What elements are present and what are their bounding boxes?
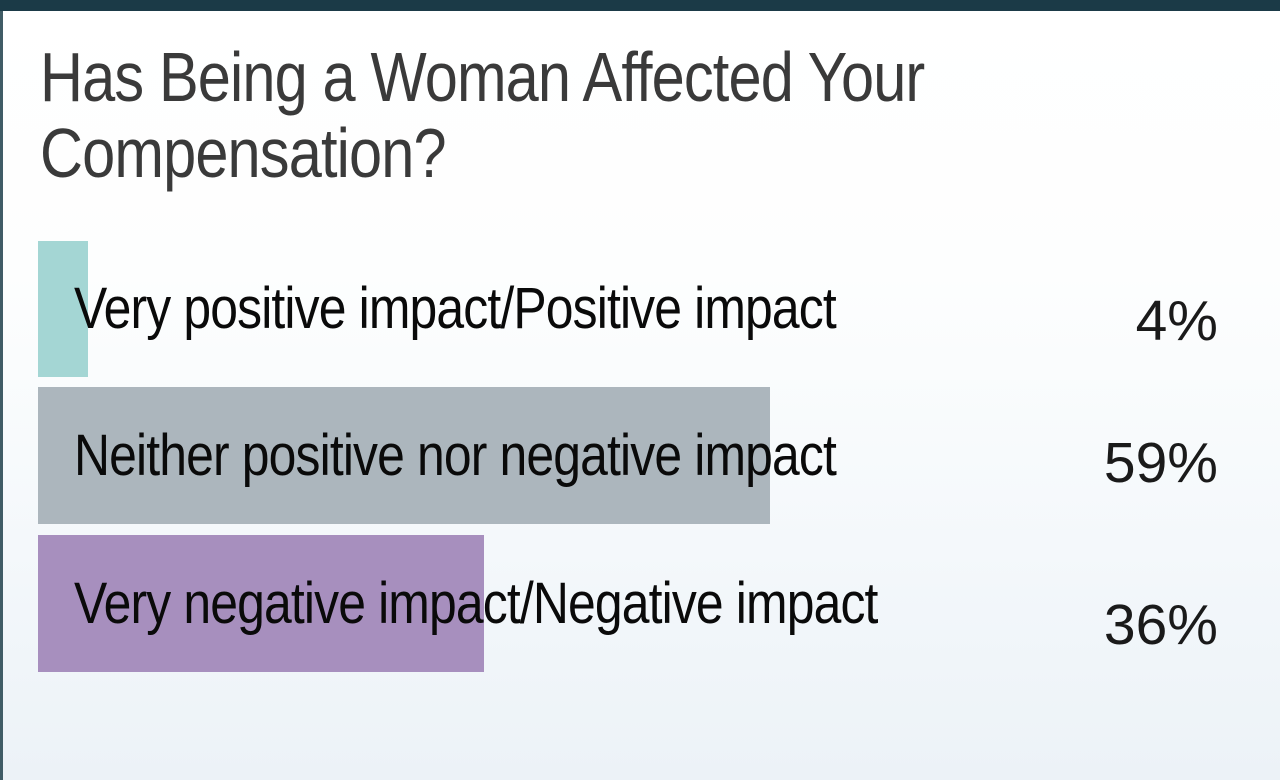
bar-rect-very-negative	[38, 535, 484, 672]
bar-rect-very-positive	[38, 241, 88, 377]
bar-row-neither: Neither positive nor negative impact 59%	[0, 387, 1280, 524]
bar-value-very-negative: 36%	[1103, 593, 1218, 657]
bar-label-very-negative: Very negative impact/Negative impact	[74, 570, 878, 636]
chart-title: Has Being a Woman Affected Your Compensat…	[40, 38, 1060, 192]
bar-row-very-positive: Very positive impact/Positive impact 4%	[0, 241, 1280, 377]
top-accent-bar	[0, 0, 1280, 11]
bar-label-very-positive: Very positive impact/Positive impact	[74, 276, 837, 341]
bar-label-neither: Neither positive nor negative impact	[74, 422, 837, 488]
bar-value-neither: 59%	[1103, 431, 1218, 495]
chart-title-line1: Has Being a Woman Affected Your	[40, 38, 925, 116]
bar-value-very-positive: 4%	[1135, 289, 1218, 353]
chart-title-line2: Compensation?	[40, 113, 447, 192]
left-accent-edge	[0, 0, 3, 780]
bar-row-very-negative: Very negative impact/Negative impact 36%	[0, 535, 1280, 672]
bar-rect-neither	[38, 387, 770, 524]
